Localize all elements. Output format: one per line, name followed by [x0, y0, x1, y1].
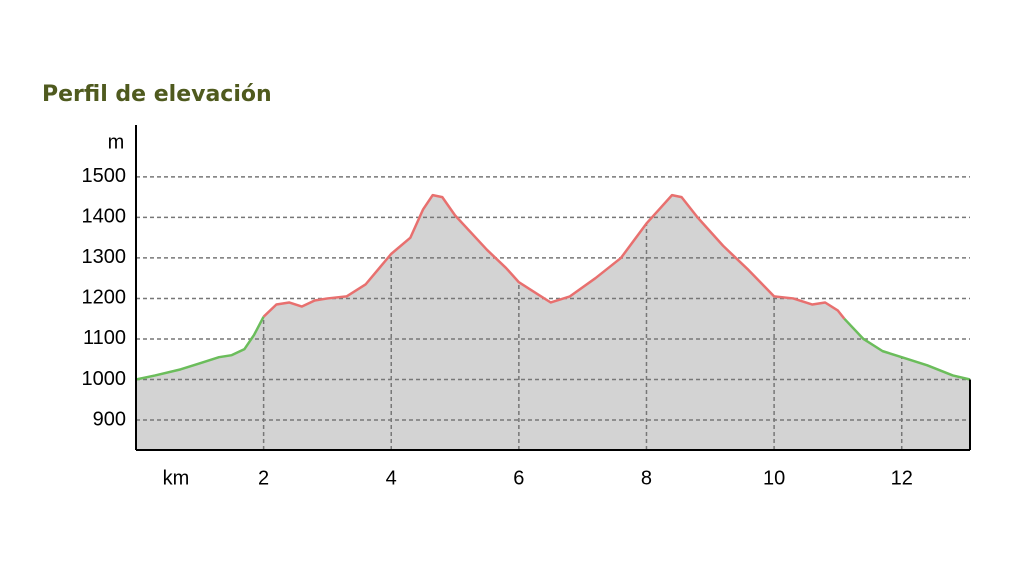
x-tick-label: 4: [386, 467, 397, 489]
y-tick-label: 1400: [82, 206, 127, 228]
area: [263, 194, 845, 451]
y-tick-label: 1300: [82, 246, 127, 268]
elevation-line: [843, 317, 971, 381]
y-tick-label: 1000: [82, 368, 127, 390]
elevation-line: [135, 316, 265, 381]
y-tick-label: 900: [93, 408, 126, 430]
y-tick-label: 1500: [82, 165, 127, 187]
x-axis-label: km: [163, 467, 190, 489]
y-axis-label: m: [108, 131, 125, 153]
y-tick-label: 1200: [82, 287, 127, 309]
x-tick-label: 12: [891, 467, 913, 489]
x-tick-label: 8: [641, 467, 652, 489]
chart-title: Perfil de elevación: [42, 82, 272, 107]
y-tick-label: 1100: [83, 327, 126, 349]
x-tick-label: 2: [258, 467, 269, 489]
x-tick-label: 10: [763, 467, 785, 489]
area: [135, 316, 264, 451]
elevation-line: [262, 193, 846, 320]
x-tick-label: 6: [513, 467, 524, 489]
